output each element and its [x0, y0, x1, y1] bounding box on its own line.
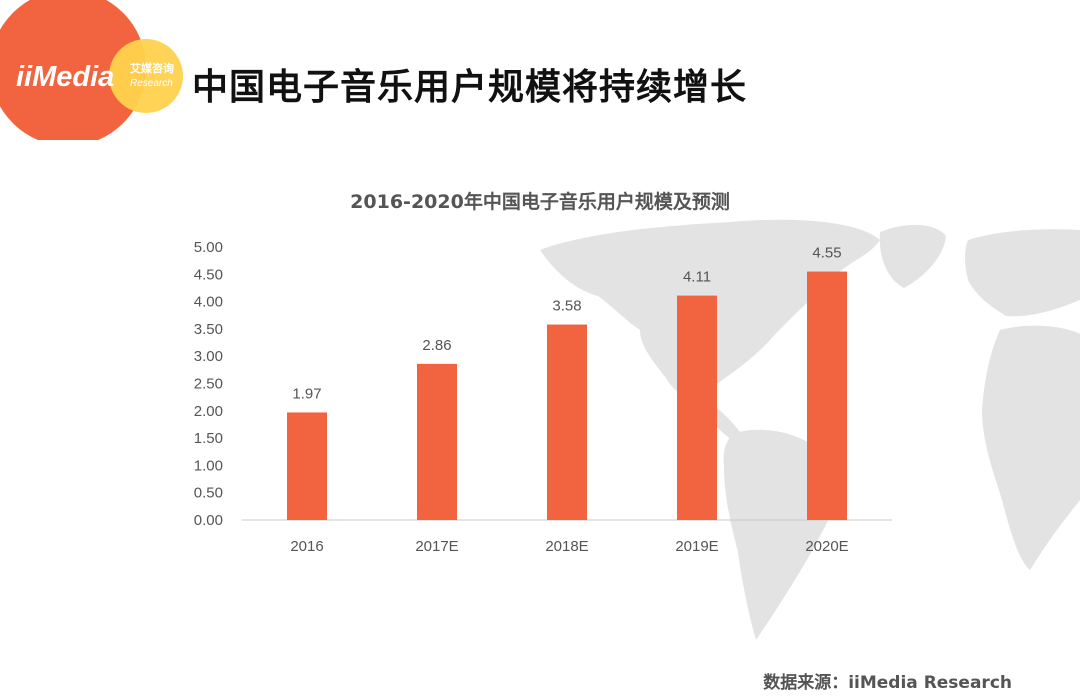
- value-label: 4.11: [683, 269, 711, 286]
- x-tick-label: 2020E: [805, 538, 848, 555]
- logo-yellow-circle: [109, 39, 183, 113]
- y-tick-label: 4.00: [194, 294, 223, 311]
- value-label: 4.55: [812, 245, 841, 262]
- y-tick-label: 1.00: [194, 457, 223, 474]
- y-tick-label: 2.00: [194, 403, 223, 420]
- value-labels: 1.97 2.86 3.58 4.11 4.55: [292, 245, 841, 403]
- value-label: 1.97: [292, 385, 321, 402]
- logo-en-text: Research: [130, 78, 173, 89]
- bars: [287, 271, 847, 520]
- value-label: 3.58: [552, 298, 581, 315]
- y-tick-label: 0.00: [194, 512, 223, 529]
- logo-brand-text: iiMedia: [16, 61, 114, 93]
- chart-title: 2016-2020年中国电子音乐用户规模及预测: [350, 190, 730, 213]
- data-source: 数据来源：iiMedia Research: [763, 673, 1012, 693]
- europe-shape: [965, 229, 1080, 317]
- africa-shape: [982, 325, 1080, 570]
- x-tick-label: 2017E: [415, 538, 458, 555]
- greenland-shape: [879, 224, 946, 288]
- iimedia-logo: iiMedia 艾媒咨询 Research: [0, 0, 183, 140]
- value-label: 2.86: [422, 337, 451, 354]
- page-title: 中国电子音乐用户规模将持续增长: [192, 67, 748, 108]
- y-tick-label: 0.50: [194, 485, 223, 502]
- logo-orange-circle: [0, 0, 146, 140]
- y-tick-label: 3.00: [194, 348, 223, 365]
- bar-2016: [287, 412, 327, 520]
- y-tick-label: 4.50: [194, 266, 223, 283]
- logo-cn-text: 艾媒咨询: [130, 61, 174, 75]
- x-tick-label: 2018E: [545, 538, 588, 555]
- x-tick-label: 2016: [290, 538, 323, 555]
- y-tick-label: 5.00: [194, 239, 223, 256]
- y-tick-label: 1.50: [194, 430, 223, 447]
- y-axis-ticks: 0.00 0.50 1.00 1.50 2.00 2.50 3.00 3.50 4.00 4.50…: [194, 239, 223, 529]
- y-tick-label: 2.50: [194, 376, 223, 393]
- y-tick-label: 3.50: [194, 321, 223, 338]
- x-tick-label: 2019E: [675, 538, 718, 555]
- bar-2017E: [417, 363, 457, 520]
- bar-2019E: [677, 295, 717, 520]
- bar-2020E: [807, 271, 847, 520]
- x-axis-labels: 2016 2017E 2018E 2019E 2020E: [290, 538, 848, 555]
- bar-2018E: [547, 324, 587, 520]
